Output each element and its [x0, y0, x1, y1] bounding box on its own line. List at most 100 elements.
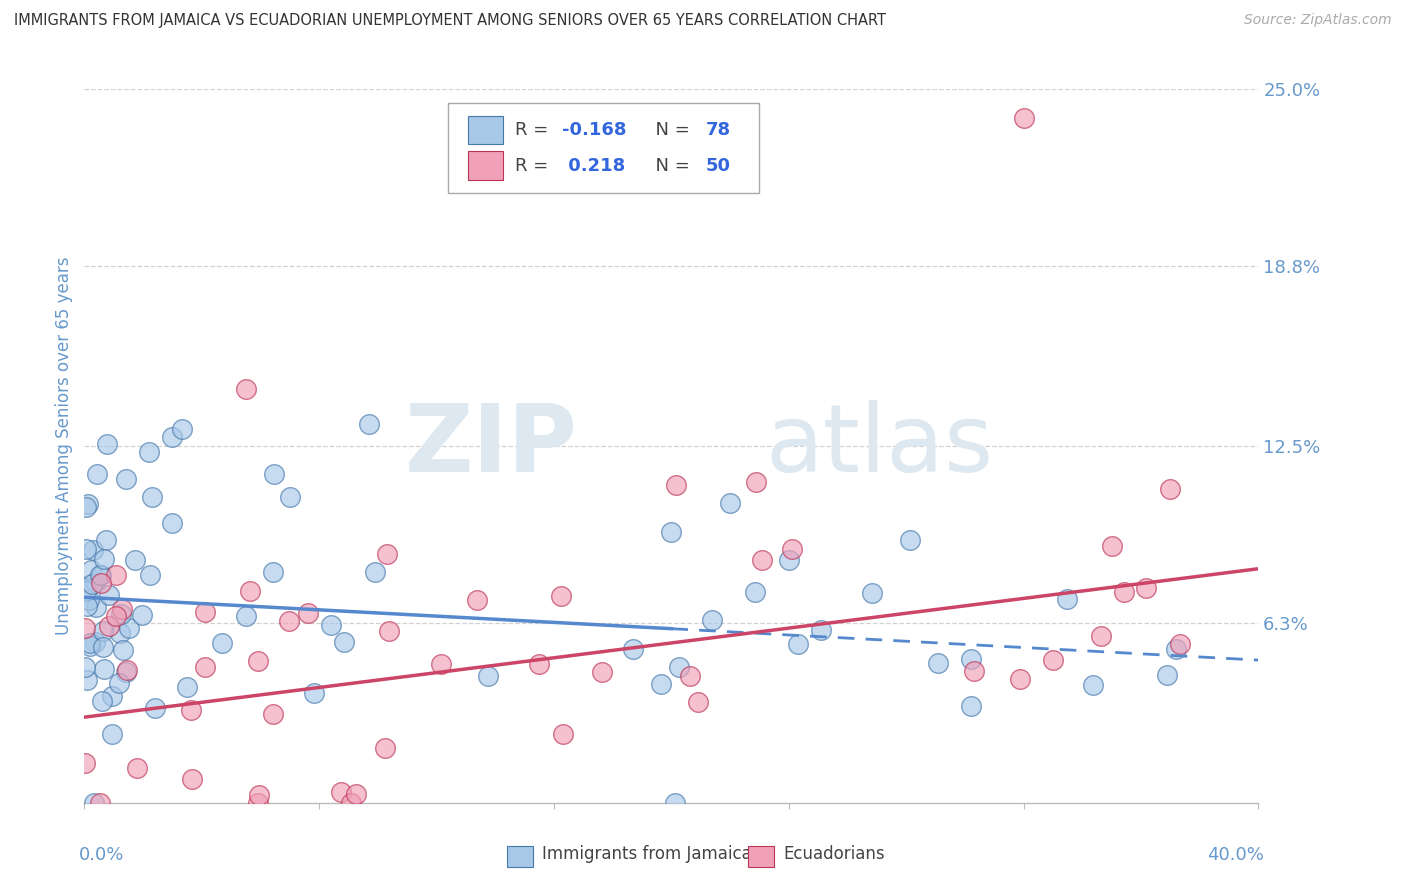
Point [778, 553, 800, 567]
Point [90, 576, 112, 591]
Point [124, 553, 146, 567]
Point [744, 584, 766, 599]
FancyBboxPatch shape [468, 116, 503, 145]
Point [787, 637, 810, 651]
Point [138, 444, 160, 458]
Point [110, 626, 132, 640]
Text: Ecuadorians: Ecuadorians [783, 846, 884, 863]
Point [745, 475, 768, 489]
Point [162, 516, 184, 530]
Point [75, 500, 97, 514]
FancyBboxPatch shape [449, 103, 759, 193]
Point [927, 657, 949, 671]
Point [77, 593, 100, 607]
Point [91, 624, 114, 638]
Point [688, 695, 710, 709]
Point [430, 657, 453, 671]
Point [82, 577, 104, 591]
Point [75, 659, 97, 673]
Point [176, 680, 198, 694]
Point [329, 785, 352, 799]
Point [959, 698, 981, 713]
Text: 0.218: 0.218 [562, 157, 626, 175]
Point [550, 590, 572, 604]
Point [86, 467, 108, 482]
Point [278, 614, 301, 628]
Point [364, 565, 387, 579]
Point [963, 664, 986, 678]
Point [194, 605, 217, 619]
Point [96, 533, 118, 547]
Point [650, 677, 672, 691]
Point [780, 542, 803, 557]
Point [93, 551, 115, 566]
Point [246, 796, 269, 810]
Text: IMMIGRANTS FROM JAMAICA VS ECUADORIAN UNEMPLOYMENT AMONG SENIORS OVER 65 YEARS C: IMMIGRANTS FROM JAMAICA VS ECUADORIAN UN… [14, 13, 886, 29]
Text: atlas: atlas [765, 400, 994, 492]
Text: Source: ZipAtlas.com: Source: ZipAtlas.com [1244, 13, 1392, 28]
Point [77, 497, 100, 511]
Text: 78: 78 [706, 121, 731, 139]
Point [84, 599, 107, 614]
Point [111, 602, 134, 616]
Point [262, 565, 284, 579]
Point [465, 593, 488, 607]
Point [80, 563, 103, 577]
Text: Immigrants from Jamaica: Immigrants from Jamaica [543, 846, 752, 863]
Point [100, 727, 122, 741]
Point [247, 788, 270, 802]
Text: N =: N = [644, 121, 696, 139]
Point [194, 659, 217, 673]
Point [105, 608, 128, 623]
Point [141, 490, 163, 504]
Point [90, 568, 112, 582]
Point [75, 621, 97, 635]
Point [73, 756, 96, 771]
Point [96, 437, 118, 451]
Point [100, 689, 122, 703]
Point [668, 660, 690, 674]
Point [346, 788, 368, 802]
Point [1101, 539, 1123, 553]
Point [751, 552, 773, 566]
Point [1159, 482, 1181, 496]
Text: 40.0%: 40.0% [1208, 846, 1264, 863]
Point [810, 623, 832, 637]
Point [1008, 672, 1031, 686]
Point [84, 575, 107, 590]
Point [170, 422, 193, 436]
Point [1168, 637, 1191, 651]
Point [246, 654, 269, 668]
Point [76, 673, 98, 688]
FancyBboxPatch shape [468, 152, 503, 180]
Point [117, 663, 139, 677]
Point [374, 740, 396, 755]
Point [118, 621, 141, 635]
Point [297, 606, 319, 620]
Point [93, 663, 115, 677]
Point [75, 583, 97, 598]
Point [162, 430, 184, 444]
Point [115, 665, 138, 679]
Point [960, 652, 983, 666]
Point [1012, 111, 1035, 125]
Point [378, 624, 401, 638]
Point [551, 727, 574, 741]
Point [1112, 585, 1135, 599]
Point [1056, 592, 1078, 607]
Point [375, 548, 398, 562]
Point [107, 676, 129, 690]
Point [76, 599, 98, 613]
Point [1164, 642, 1187, 657]
Text: -0.168: -0.168 [562, 121, 627, 139]
Point [143, 701, 166, 715]
Point [1081, 678, 1104, 692]
Point [860, 586, 883, 600]
Point [110, 607, 132, 621]
Point [75, 541, 97, 556]
Point [339, 796, 361, 810]
Point [79, 640, 101, 654]
Point [263, 467, 285, 481]
Point [621, 642, 644, 657]
Point [304, 685, 326, 699]
